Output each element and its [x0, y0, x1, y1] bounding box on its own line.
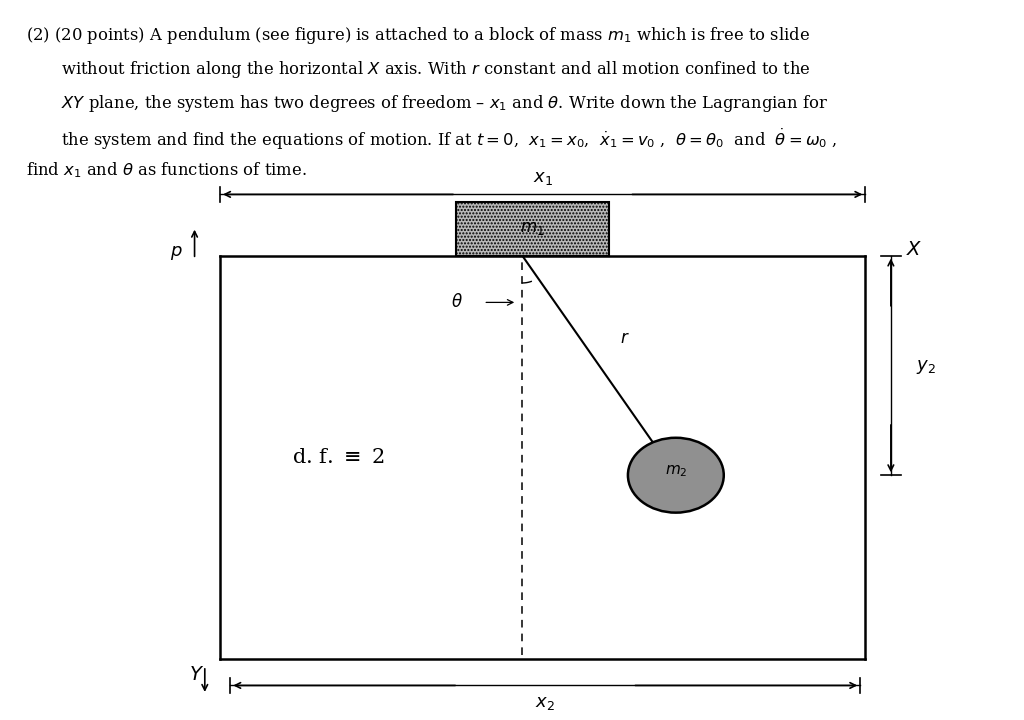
Text: $r$: $r$	[620, 330, 630, 347]
Text: $X$: $X$	[906, 240, 923, 258]
Text: $x_2$: $x_2$	[536, 694, 555, 712]
Text: $\theta$: $\theta$	[451, 294, 463, 311]
Text: find $x_1$ and $\theta$ as functions of time.: find $x_1$ and $\theta$ as functions of …	[26, 161, 306, 180]
Text: d. f. $\equiv$ 2: d. f. $\equiv$ 2	[292, 448, 385, 467]
Text: $XY$ plane, the system has two degrees of freedom – $x_1$ and $\theta$. Write do: $XY$ plane, the system has two degrees o…	[61, 93, 828, 114]
Text: $y_2$: $y_2$	[916, 358, 936, 376]
Text: $Y$: $Y$	[189, 666, 204, 684]
Bar	[456, 202, 609, 256]
Text: $p$: $p$	[170, 243, 182, 261]
Text: (2) (20 points) A pendulum (see figure) is attached to a block of mass $m_1$ whi: (2) (20 points) A pendulum (see figure) …	[26, 25, 810, 46]
Text: without friction along the horizontal $X$ axis. With $r$ constant and all motion: without friction along the horizontal $X…	[61, 59, 811, 80]
Text: $m_{\mathit{1}}$: $m_{\mathit{1}}$	[520, 220, 545, 237]
Ellipse shape	[628, 438, 724, 513]
Text: the system and find the equations of motion. If at $t = 0$,  $x_1 = x_0$,  $\dot: the system and find the equations of mot…	[61, 127, 838, 152]
Text: $m_{\mathit{2}}$: $m_{\mathit{2}}$	[665, 464, 687, 480]
Text: $x_1$: $x_1$	[532, 169, 553, 187]
